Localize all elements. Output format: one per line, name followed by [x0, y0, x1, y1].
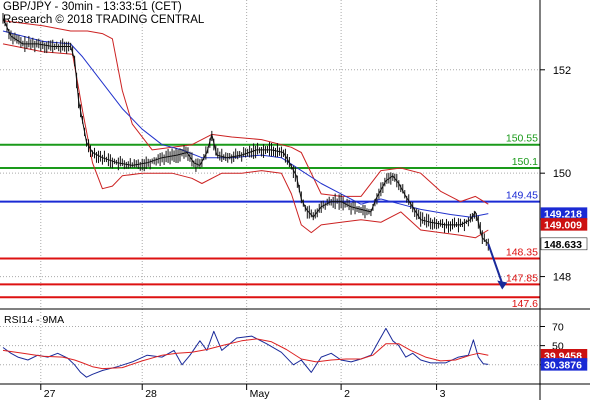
level-label: 147.6 — [512, 298, 538, 310]
price-tag-box — [540, 218, 588, 231]
level-label: 149.45 — [506, 190, 538, 202]
bollinger-lower-line — [2, 43, 489, 239]
price-tag-box — [540, 237, 588, 251]
rsi-tag-label: 30.3876 — [544, 359, 582, 371]
price-close-line — [2, 17, 489, 245]
level-lines: 150.55 150.1 149.45 148.35 147.85 147.6 — [0, 133, 540, 310]
rsi-line-ma — [2, 338, 489, 370]
level-label: 147.85 — [506, 272, 538, 284]
forecast-arrow-head — [497, 280, 508, 290]
rsi-tick-label: 50 — [552, 341, 564, 353]
date-tick-label: 2 — [344, 388, 350, 400]
price-tick-label: 152 — [553, 65, 571, 77]
rsi-title: RSI14 - 9MA — [4, 314, 65, 326]
grid-lines — [0, 0, 540, 384]
price-tick-label: 150 — [553, 168, 571, 180]
date-tick-label: 27 — [44, 388, 56, 400]
price-tag-label: 148.633 — [544, 239, 582, 251]
level-label: 148.35 — [506, 246, 538, 258]
rsi-tick-label: 70 — [552, 321, 564, 333]
rsi-tag-box — [540, 358, 588, 371]
price-tag-label: 149.009 — [544, 219, 582, 231]
date-tick-label: 3 — [440, 388, 446, 400]
bollinger-upper-line — [2, 20, 489, 205]
price-tick-label: 148 — [553, 272, 571, 284]
level-label: 150.55 — [506, 133, 538, 145]
date-tick-label: May — [250, 388, 271, 400]
copyright-text: Research © 2018 TRADING CENTRAL — [3, 14, 205, 26]
rsi-line-rsi — [2, 327, 489, 378]
moving-average-line — [2, 30, 489, 218]
price-series — [2, 12, 508, 290]
forecast-arrow-shaft — [487, 243, 504, 284]
chart-title: GBP/JPY - 30min - 13:33:51 (CET) — [3, 1, 182, 13]
level-label: 150.1 — [512, 156, 538, 168]
rsi-series — [2, 327, 489, 378]
date-tick-label: 28 — [145, 388, 157, 400]
price-tag-label: 149.218 — [544, 209, 582, 221]
